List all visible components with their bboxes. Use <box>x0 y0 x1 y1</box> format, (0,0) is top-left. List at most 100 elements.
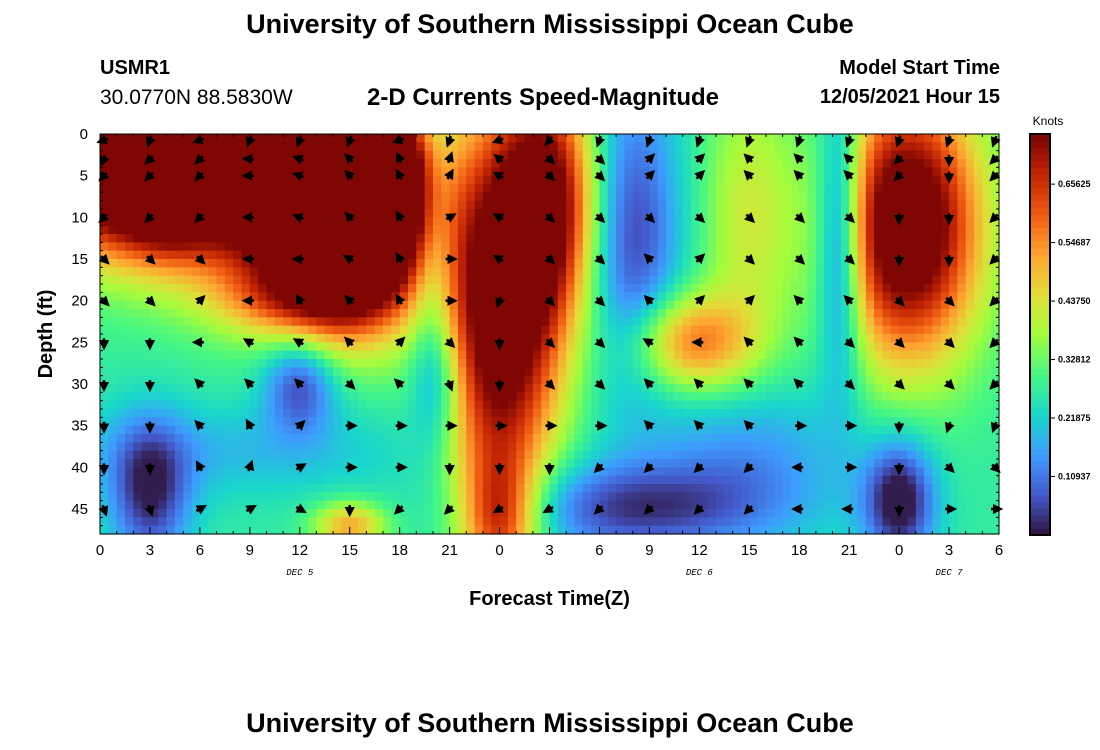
heatmap-cell <box>291 159 301 168</box>
heatmap-cell <box>607 275 617 285</box>
heatmap-cell <box>208 200 218 210</box>
heatmap-cell <box>782 300 792 310</box>
heatmap-cell <box>374 492 384 502</box>
heatmap-cell <box>532 409 542 418</box>
heatmap-cell <box>274 309 284 318</box>
heatmap-cell <box>391 392 401 402</box>
heatmap-cell <box>707 450 717 460</box>
heatmap-cell <box>108 459 118 468</box>
heatmap-cell <box>441 325 451 335</box>
heatmap-cell <box>116 184 126 193</box>
heatmap-cell <box>732 492 742 502</box>
heatmap-cell <box>632 217 642 227</box>
heatmap-cell <box>333 192 342 202</box>
heatmap-cell <box>724 292 734 302</box>
heatmap-cell <box>865 459 875 468</box>
heatmap-cell <box>191 317 201 327</box>
heatmap-cell <box>765 500 775 510</box>
heatmap-cell <box>591 317 601 327</box>
heatmap-cell <box>532 492 542 502</box>
heatmap-cell <box>233 367 243 377</box>
heatmap-cell <box>824 484 834 493</box>
heatmap-cell <box>682 184 692 193</box>
heatmap-cell <box>815 142 825 152</box>
heatmap-cell <box>882 467 892 477</box>
heatmap-cell <box>732 400 742 410</box>
heatmap-cell <box>466 150 476 160</box>
heatmap-cell <box>208 309 218 318</box>
heatmap-cell <box>391 317 401 327</box>
heatmap-cell <box>499 150 509 160</box>
heatmap-cell <box>199 234 209 243</box>
heatmap-cell <box>707 484 717 493</box>
heatmap-cell <box>274 134 284 143</box>
heatmap-cell <box>957 392 967 402</box>
heatmap-cell <box>216 175 226 185</box>
heatmap-cell <box>416 150 426 160</box>
heatmap-cell <box>516 234 526 243</box>
heatmap-cell <box>824 134 834 143</box>
heatmap-cell <box>341 442 351 452</box>
heatmap-cell <box>807 142 817 152</box>
heatmap-cell <box>208 417 218 427</box>
heatmap-cell <box>224 267 234 277</box>
heatmap-cell <box>715 167 725 177</box>
heatmap-cell <box>191 392 201 402</box>
heatmap-cell <box>666 192 675 202</box>
heatmap-cell <box>341 159 351 168</box>
heatmap-cell <box>890 284 900 293</box>
heatmap-cell <box>532 392 542 402</box>
heatmap-cell <box>274 334 284 343</box>
heatmap-cell <box>849 334 859 343</box>
heatmap-cell <box>366 284 376 293</box>
heatmap-cell <box>799 425 809 435</box>
heatmap-cell <box>116 259 126 268</box>
heatmap-cell <box>924 417 933 427</box>
heatmap-cell <box>358 250 367 260</box>
heatmap-cell <box>607 367 617 377</box>
heatmap-cell <box>782 334 792 343</box>
heatmap-cell <box>424 317 434 327</box>
heatmap-cell <box>183 209 193 218</box>
heatmap-cell <box>591 384 601 393</box>
heatmap-cell <box>124 434 134 443</box>
heatmap-cell <box>674 317 684 327</box>
heatmap-cell <box>383 509 392 518</box>
heatmap-cell <box>524 200 534 210</box>
heatmap-cell <box>682 392 692 402</box>
heatmap-cell <box>732 192 742 202</box>
heatmap-cell <box>616 259 626 268</box>
heatmap-cell <box>674 134 684 143</box>
heatmap-cell <box>732 334 742 343</box>
heatmap-cell <box>208 367 218 377</box>
heatmap-cell <box>316 484 326 493</box>
heatmap-cell <box>832 334 842 343</box>
heatmap-cell <box>249 325 259 335</box>
heatmap-cell <box>566 167 576 177</box>
heatmap-cell <box>990 234 1000 243</box>
heatmap-cell <box>183 167 193 177</box>
heatmap-cell <box>474 500 484 510</box>
heatmap-cell <box>482 275 492 285</box>
heatmap-cell <box>258 342 268 352</box>
heatmap-cell <box>757 459 767 468</box>
heatmap-cell <box>932 492 942 502</box>
heatmap-cell <box>890 492 900 502</box>
heatmap-cell <box>374 292 384 302</box>
heatmap-cell <box>890 392 900 402</box>
heatmap-cell <box>749 325 759 335</box>
heatmap-cell <box>965 434 975 443</box>
heatmap-cell <box>116 267 126 277</box>
heatmap-cell <box>549 450 559 460</box>
heatmap-cell <box>457 317 467 327</box>
heatmap-cell <box>358 309 367 318</box>
heatmap-cell <box>266 467 276 477</box>
heatmap-cell <box>815 175 825 185</box>
heatmap-cell <box>108 192 118 202</box>
heatmap-cell <box>532 500 542 510</box>
heatmap-cell <box>507 417 517 427</box>
heatmap-cell <box>457 250 467 260</box>
heatmap-cell <box>807 359 817 368</box>
heatmap-cell <box>899 425 909 435</box>
heatmap-cell <box>266 225 276 235</box>
